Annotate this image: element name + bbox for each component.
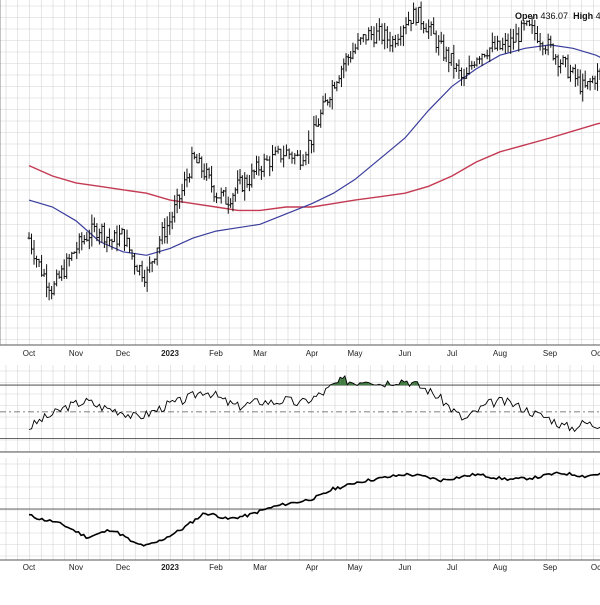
price-x-tick-label: Dec: [116, 349, 130, 358]
lower-x-tick-label: Apr: [306, 563, 319, 572]
ohlc-readout: Open 436.07 High 436: [515, 11, 600, 21]
price-x-tick-label: Feb: [209, 349, 223, 358]
price-x-tick-label: Oc: [591, 349, 600, 358]
moving-average-fast-line: [29, 45, 600, 255]
price-x-tick-label: May: [347, 349, 362, 358]
price-x-tick-label: Sep: [543, 349, 558, 358]
lower-x-tick-label: Oct: [23, 563, 36, 572]
rsi-line: [29, 376, 600, 432]
lower-x-tick-label: 2023: [161, 563, 179, 572]
high-label: High: [573, 11, 593, 21]
open-label: Open: [515, 11, 538, 21]
price-x-tick-label: Oct: [23, 349, 36, 358]
lower-x-tick-label: Dec: [116, 563, 130, 572]
lower-x-tick-label: Jun: [399, 563, 412, 572]
price-x-tick-label: Nov: [69, 349, 83, 358]
price-x-tick-label: Apr: [306, 349, 319, 358]
lower-x-tick-label: Oc: [591, 563, 600, 572]
price-x-tick-label: Aug: [493, 349, 507, 358]
lower-x-tick-label: Nov: [69, 563, 83, 572]
lower-x-tick-label: Feb: [209, 563, 223, 572]
high-value: 436: [596, 11, 600, 21]
lower-x-tick-label: May: [347, 563, 362, 572]
price-x-tick-label: 2023: [161, 349, 179, 358]
moving-average-slow-line: [29, 121, 600, 211]
lower-x-tick-label: Jul: [447, 563, 457, 572]
lower-x-tick-label: Aug: [493, 563, 507, 572]
price-x-tick-label: Jul: [447, 349, 457, 358]
price-x-tick-label: Mar: [253, 349, 267, 358]
price-x-tick-label: Jun: [399, 349, 412, 358]
lower-x-tick-label: Mar: [253, 563, 267, 572]
open-value: 436.07: [541, 11, 569, 21]
lower-x-tick-label: Sep: [543, 563, 558, 572]
